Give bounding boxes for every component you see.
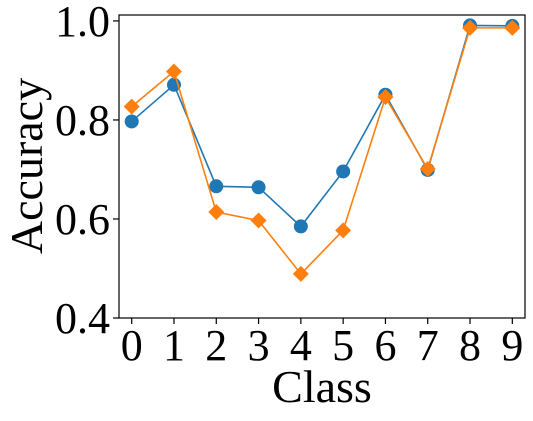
plot-frame xyxy=(118,14,526,319)
x-tick-label: 5 xyxy=(332,321,354,370)
data-point xyxy=(377,89,394,106)
series-line xyxy=(131,27,513,276)
y-axis-label: Accuracy xyxy=(1,78,52,254)
data-point xyxy=(250,212,267,229)
x-tick-label: 0 xyxy=(121,321,143,370)
x-tick-label: 3 xyxy=(248,321,270,370)
series-layer xyxy=(123,18,521,282)
data-point xyxy=(123,98,140,115)
y-tick-label: 1.0 xyxy=(55,0,110,46)
data-point xyxy=(165,63,182,80)
y-tick-label: 0.6 xyxy=(55,195,110,244)
x-tick-label: 1 xyxy=(163,321,185,370)
data-point xyxy=(208,204,225,221)
data-point xyxy=(124,114,139,129)
data-point xyxy=(292,265,309,282)
x-tick-label: 2 xyxy=(205,321,227,370)
x-tick-label: 8 xyxy=(459,321,481,370)
data-point xyxy=(293,219,308,234)
series-1 xyxy=(124,18,520,234)
data-point xyxy=(335,222,352,239)
x-tick-label: 7 xyxy=(417,321,439,370)
x-tick-label: 6 xyxy=(374,321,396,370)
data-point xyxy=(209,179,224,194)
data-point xyxy=(504,19,521,36)
y-tick-label: 0.4 xyxy=(55,294,110,343)
ticks-layer: 0 1 2 3 4 5 6 7 8 9 0.4 0.6 0.8 1.0 xyxy=(55,0,523,370)
data-point xyxy=(336,164,351,179)
data-point xyxy=(462,19,479,36)
x-tick-label: 9 xyxy=(501,321,523,370)
x-tick-label: 4 xyxy=(290,321,312,370)
data-point xyxy=(419,160,436,177)
series-line xyxy=(131,24,513,228)
series-2 xyxy=(123,19,521,282)
data-point xyxy=(251,180,266,195)
y-tick-label: 0.8 xyxy=(55,96,110,145)
x-axis-label: Class xyxy=(272,361,372,412)
